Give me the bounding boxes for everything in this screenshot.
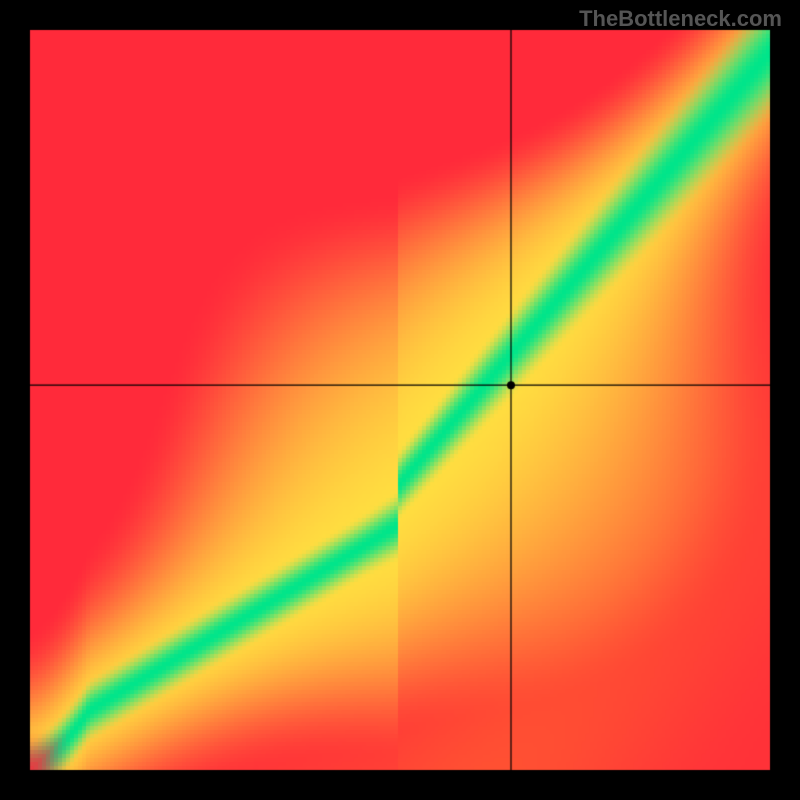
bottleneck-heatmap	[0, 0, 800, 800]
chart-container: TheBottleneck.com	[0, 0, 800, 800]
watermark-label: TheBottleneck.com	[579, 6, 782, 32]
